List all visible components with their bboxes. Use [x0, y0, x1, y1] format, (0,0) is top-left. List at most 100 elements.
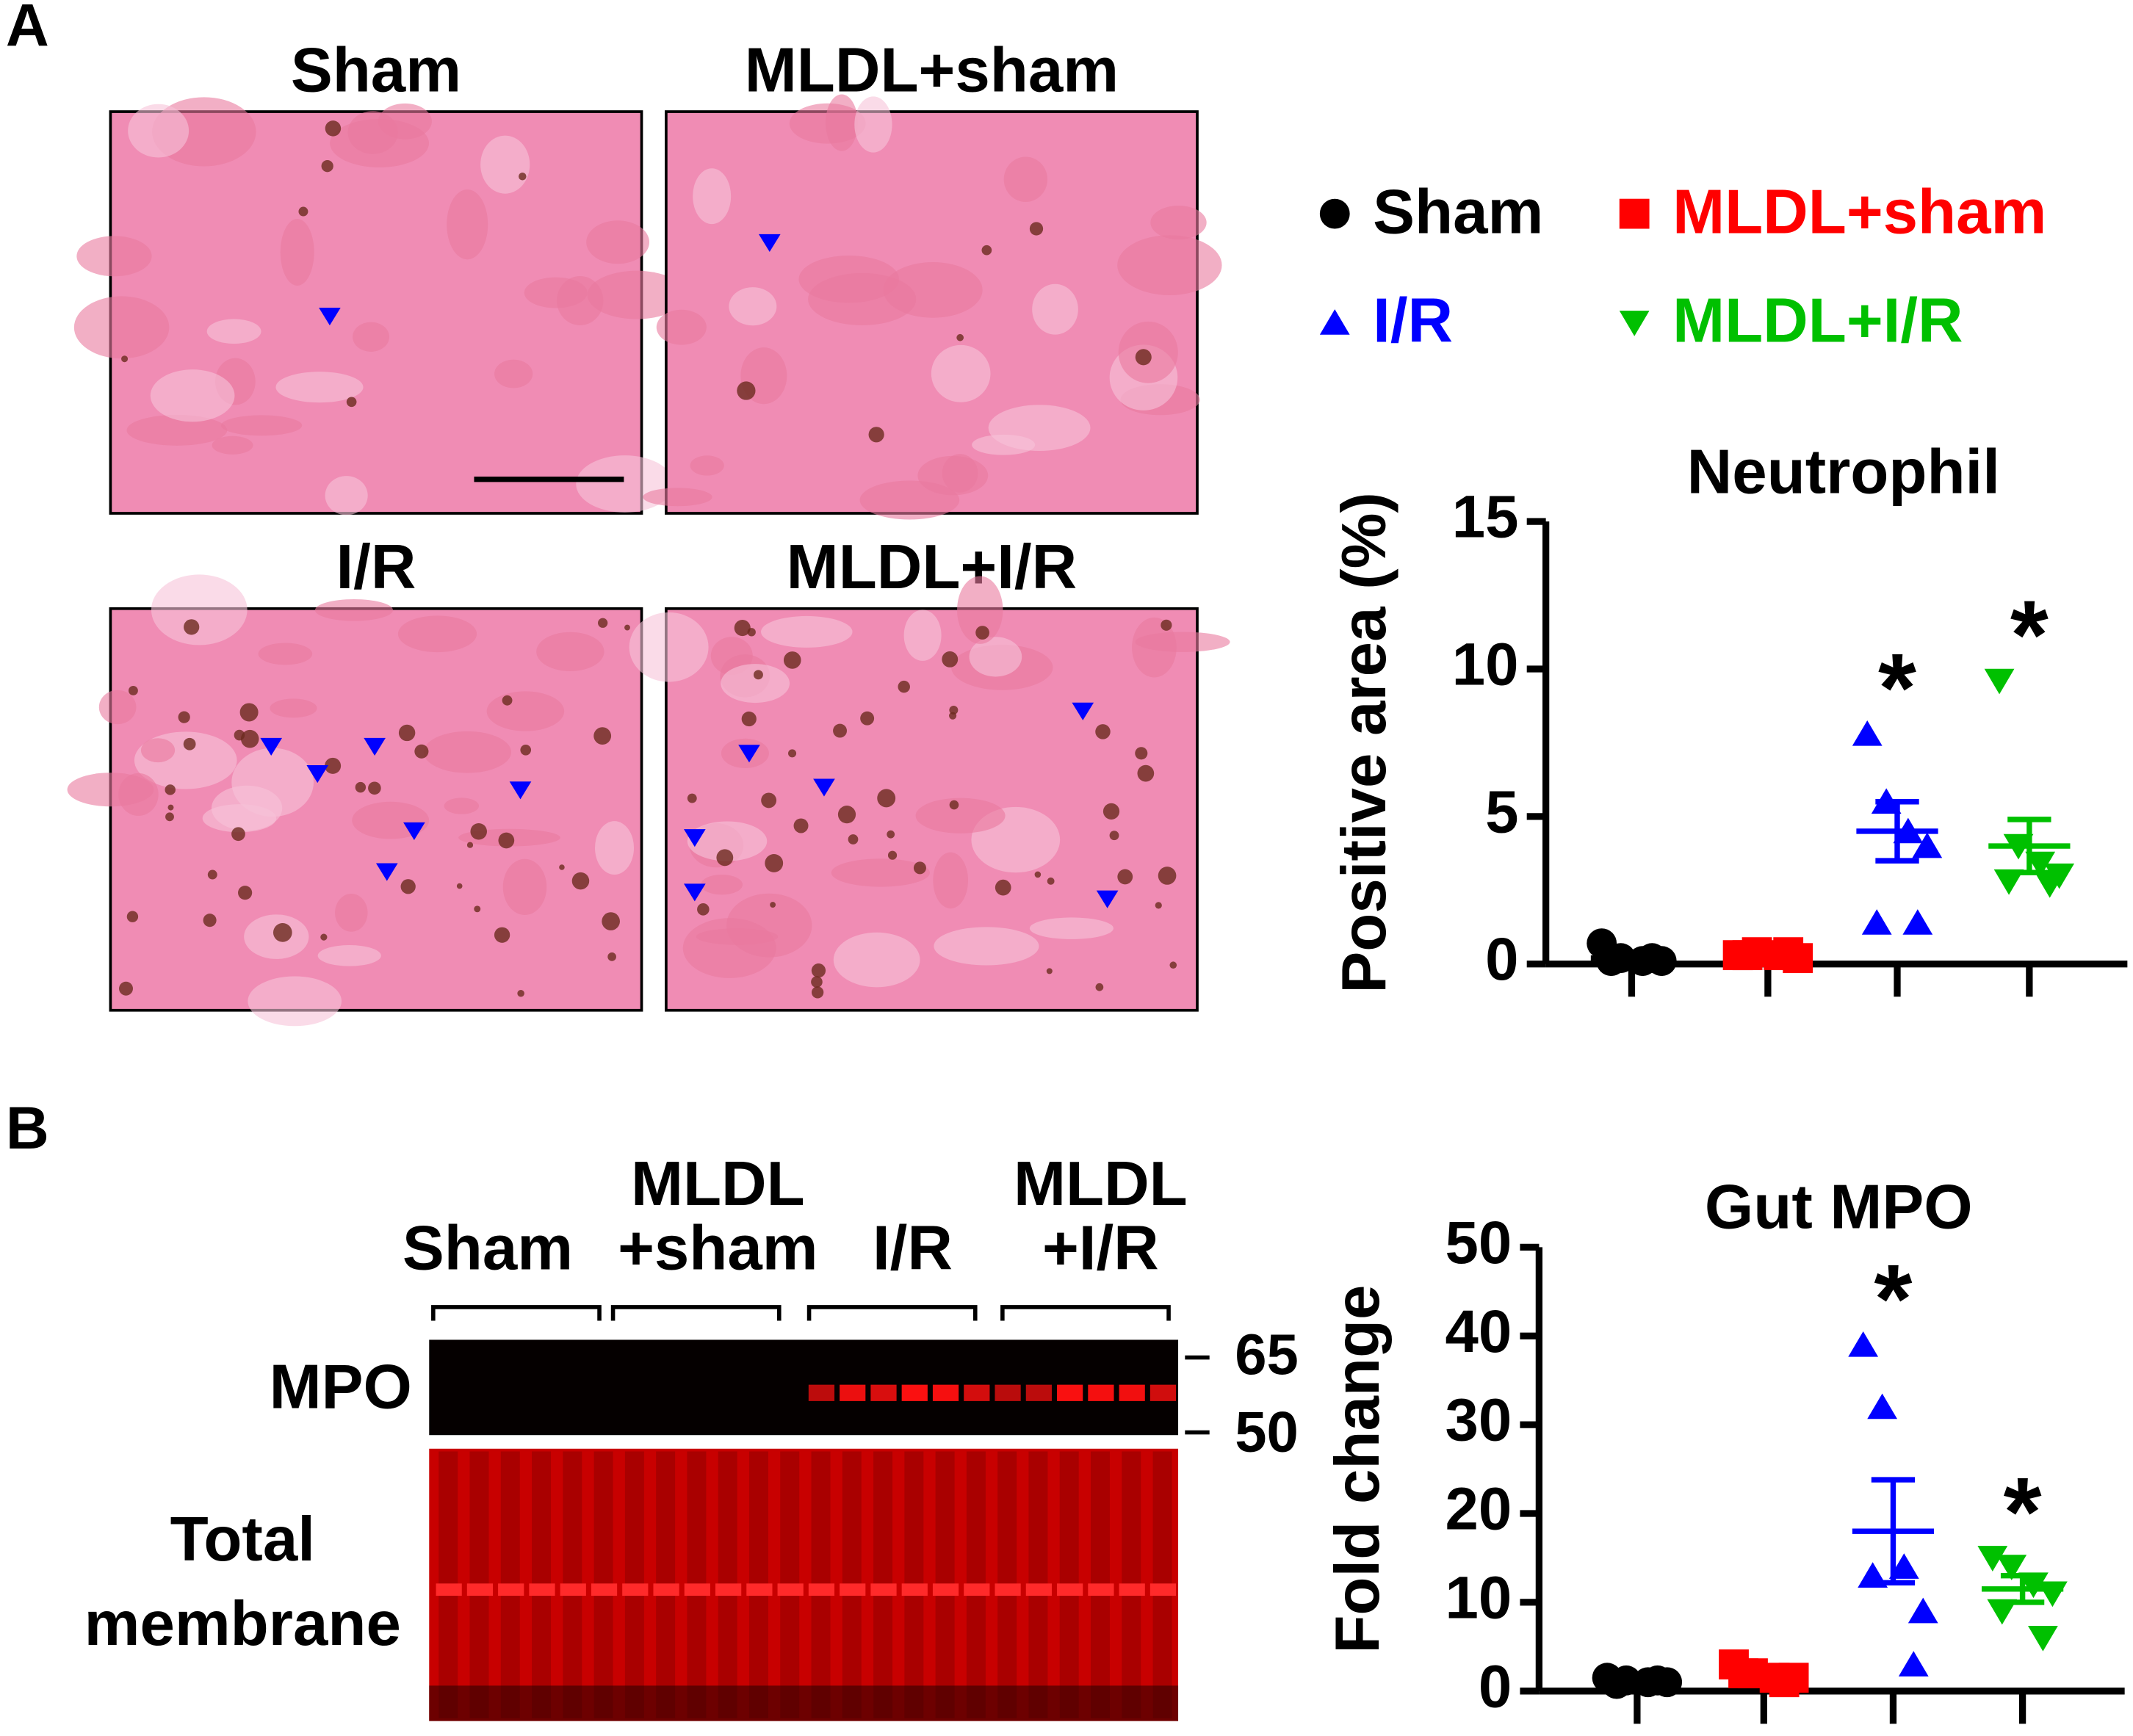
tissue-texture [1003, 156, 1048, 202]
y-tick-label: 0 [1479, 1653, 1512, 1720]
stained-cell [995, 879, 1011, 896]
arrowhead [738, 745, 760, 763]
tissue-texture [798, 255, 900, 303]
dot [2018, 1572, 2049, 1599]
stained-cell [624, 624, 630, 631]
stained-cell [119, 981, 133, 996]
band [1088, 1583, 1114, 1596]
panel-label: B [6, 1095, 49, 1162]
dot [2035, 872, 2065, 898]
band [1057, 1583, 1083, 1596]
lane-group-label: MLDL [1014, 1149, 1188, 1219]
band [777, 1583, 804, 1596]
stained-cell [368, 781, 381, 795]
y-tick-label: 30 [1446, 1387, 1512, 1454]
lane-group-label: +sham [618, 1213, 818, 1283]
stained-cell [498, 832, 515, 849]
tissue-texture [353, 322, 389, 352]
band [808, 1583, 835, 1596]
stained-cell [687, 793, 697, 803]
tissue-texture [524, 277, 588, 308]
micrograph-title: I/R [336, 532, 416, 602]
stained-cell [1046, 968, 1053, 974]
tissue-texture [480, 135, 530, 194]
tissue-texture [1117, 235, 1222, 296]
arrowhead [1096, 890, 1119, 908]
band [1025, 1583, 1052, 1596]
stained-cell [913, 861, 926, 875]
lane-group-label: Sham [403, 1213, 573, 1283]
band [1149, 1583, 1177, 1596]
stained-cell [753, 670, 763, 680]
band [498, 1583, 524, 1596]
tissue-texture [258, 643, 313, 665]
tissue-texture [270, 698, 317, 718]
error-bar [1615, 1677, 1659, 1685]
stained-cell [207, 869, 217, 880]
tissue-texture [211, 785, 283, 831]
error-bar [1609, 952, 1654, 964]
stained-cell [887, 830, 895, 839]
tissue-texture [915, 798, 1006, 833]
tissue-texture [325, 476, 368, 516]
tissue-texture [397, 615, 477, 653]
band [653, 1583, 679, 1596]
tissue-texture [826, 94, 858, 151]
significance: * [2010, 580, 2049, 690]
tissue-texture [934, 927, 1039, 966]
tissue-texture [444, 798, 480, 814]
stained-cell [607, 952, 616, 961]
tissue-texture [128, 104, 190, 158]
mpo-blot [429, 1339, 1179, 1436]
tissue-texture [629, 612, 709, 682]
band [1088, 1384, 1114, 1401]
stained-cell [1169, 961, 1177, 969]
stained-cell [1047, 877, 1055, 885]
error-bar [1742, 1669, 1786, 1681]
band [560, 1583, 586, 1596]
stained-cell [1161, 619, 1172, 631]
micrograph-title: MLDL+sham [745, 36, 1119, 106]
stained-cell [1155, 902, 1162, 909]
y-axis-label: Positive area (%) [1329, 492, 1399, 993]
tissue-texture [486, 691, 565, 731]
tissue-texture [536, 632, 604, 672]
significance: * [1878, 634, 1916, 743]
arrowhead [375, 863, 398, 881]
stained-cell [877, 789, 896, 808]
dot [2028, 1625, 2058, 1652]
stained-cell [765, 854, 784, 872]
stained-cell [231, 827, 245, 842]
band [684, 1583, 710, 1596]
stained-cell [1135, 349, 1152, 366]
tissue-texture [347, 111, 398, 154]
stained-cell [811, 963, 826, 978]
y-tick-label: 15 [1452, 484, 1519, 551]
tissue-texture [854, 96, 892, 153]
tissue-texture [729, 287, 777, 326]
band [964, 1583, 990, 1596]
band [1057, 1384, 1083, 1401]
stained-cell [1095, 724, 1111, 739]
stained-cell [517, 989, 524, 997]
band [995, 1583, 1021, 1596]
tissue-texture [656, 309, 707, 345]
tissue-texture [586, 220, 650, 264]
stained-cell [520, 744, 532, 756]
size-marker: 50 [1235, 1400, 1299, 1464]
stained-cell [502, 695, 513, 706]
stained-cell [494, 927, 510, 943]
tissue-texture [317, 944, 381, 966]
stained-cell [716, 849, 734, 867]
tissue-texture [761, 615, 853, 648]
tissue-texture [447, 189, 488, 260]
stained-cell [593, 727, 612, 745]
y-tick-label: 40 [1446, 1298, 1512, 1365]
dot [2025, 851, 2056, 878]
stained-cell [414, 744, 429, 759]
stained-cell [1135, 747, 1148, 760]
stained-cell [167, 804, 174, 811]
stained-cell [456, 883, 463, 889]
dot [1908, 1597, 1938, 1624]
arrowhead [403, 822, 425, 840]
